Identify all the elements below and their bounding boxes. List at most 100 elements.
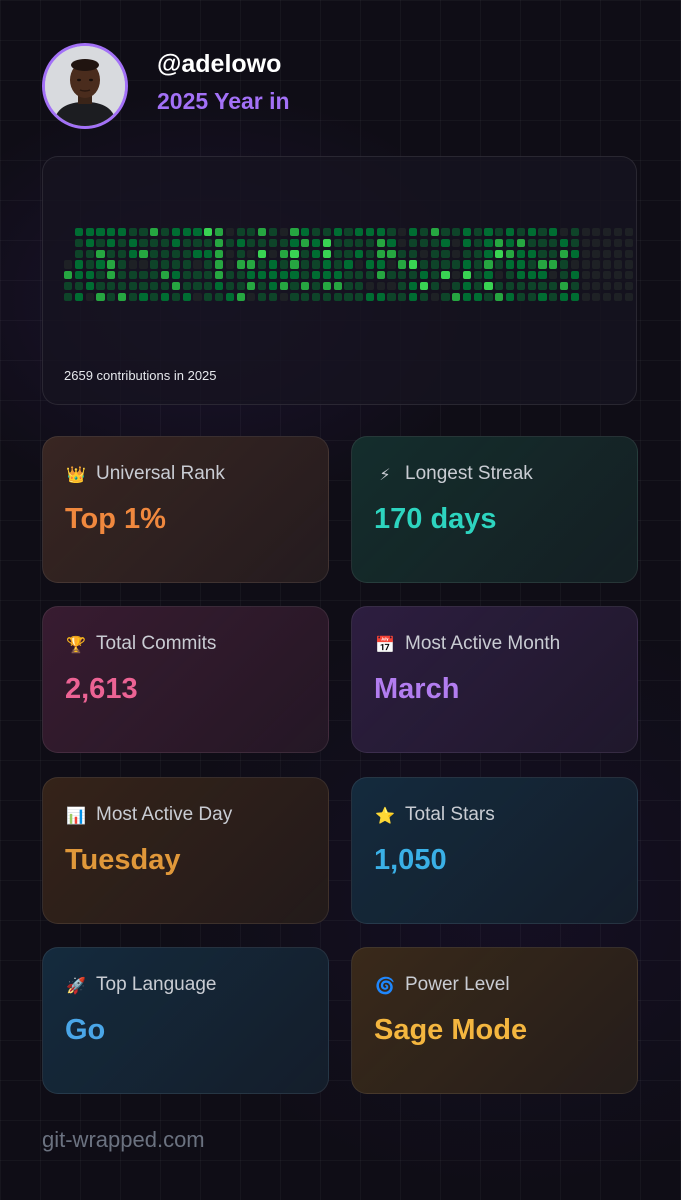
contribution-day bbox=[117, 281, 127, 291]
contribution-day bbox=[592, 260, 601, 269]
profile-header: @adelowo 2025 Year in bbox=[42, 43, 290, 129]
contribution-day bbox=[64, 292, 73, 301]
contribution-day bbox=[236, 228, 245, 237]
contribution-day bbox=[214, 249, 224, 258]
contribution-week bbox=[85, 228, 94, 301]
contribution-day bbox=[290, 281, 299, 291]
contribution-day bbox=[258, 271, 267, 280]
contribution-week bbox=[311, 228, 321, 301]
contribution-day bbox=[74, 260, 83, 269]
contribution-week bbox=[214, 228, 224, 301]
contribution-day bbox=[225, 292, 234, 301]
contribution-day bbox=[107, 228, 116, 237]
contribution-day bbox=[462, 260, 472, 269]
contribution-day bbox=[376, 292, 385, 301]
contribution-day bbox=[624, 238, 633, 247]
contribution-week bbox=[333, 228, 342, 301]
contribution-day bbox=[624, 249, 633, 258]
contribution-day bbox=[225, 281, 234, 291]
contribution-day bbox=[462, 292, 472, 301]
contribution-day bbox=[214, 292, 224, 301]
contribution-day bbox=[527, 249, 536, 258]
contribution-day bbox=[247, 271, 256, 280]
stat-title: 📊 Most Active Day bbox=[65, 804, 232, 826]
contribution-day bbox=[333, 292, 342, 301]
contribution-day bbox=[107, 238, 116, 247]
contribution-day bbox=[333, 281, 342, 291]
contribution-day bbox=[473, 260, 482, 269]
contribution-day bbox=[452, 228, 461, 237]
contribution-day bbox=[538, 260, 547, 269]
contribution-day bbox=[365, 249, 375, 258]
contribution-day bbox=[570, 292, 579, 301]
contribution-day bbox=[473, 271, 482, 280]
contribution-day bbox=[161, 292, 170, 301]
contribution-day bbox=[236, 249, 245, 258]
contribution-day bbox=[592, 271, 601, 280]
contribution-day bbox=[538, 249, 547, 258]
contribution-day bbox=[161, 260, 170, 269]
contribution-week bbox=[161, 228, 170, 301]
avatar-portrait-icon bbox=[45, 46, 125, 126]
stat-title: 👑 Universal Rank bbox=[65, 463, 225, 485]
contribution-day bbox=[559, 271, 569, 280]
contribution-day bbox=[171, 281, 180, 291]
contribution-day bbox=[150, 249, 159, 258]
contribution-day bbox=[484, 238, 493, 247]
stat-label: Most Active Day bbox=[96, 804, 233, 825]
contribution-day bbox=[527, 292, 536, 301]
contribution-day bbox=[430, 249, 439, 258]
contribution-day bbox=[74, 271, 83, 280]
contribution-day bbox=[193, 260, 202, 269]
stat-title: 🌀 Power Level bbox=[374, 974, 510, 996]
contribution-day bbox=[85, 292, 94, 301]
contribution-day bbox=[570, 271, 579, 280]
contribution-day bbox=[495, 271, 504, 280]
contribution-day bbox=[128, 271, 137, 280]
contribution-day bbox=[452, 260, 461, 269]
contribution-day bbox=[311, 260, 321, 269]
contribution-caption: 2659 contributions in 2025 bbox=[64, 368, 217, 383]
contribution-day bbox=[398, 281, 407, 291]
contribution-day bbox=[279, 292, 288, 301]
contribution-day bbox=[107, 281, 116, 291]
contribution-day bbox=[139, 228, 148, 237]
contribution-day bbox=[506, 271, 515, 280]
contribution-day bbox=[419, 228, 428, 237]
contribution-day bbox=[182, 292, 191, 301]
contribution-day bbox=[171, 249, 180, 258]
contribution-day bbox=[409, 238, 418, 247]
contribution-day bbox=[387, 292, 396, 301]
year-label: 2025 Year in bbox=[157, 88, 290, 114]
contribution-day bbox=[344, 260, 353, 269]
contribution-day bbox=[85, 271, 94, 280]
contribution-day bbox=[247, 228, 256, 237]
contribution-day bbox=[301, 260, 310, 269]
contribution-day bbox=[344, 228, 353, 237]
contribution-day bbox=[107, 292, 116, 301]
contribution-day bbox=[279, 238, 288, 247]
contribution-day bbox=[236, 281, 245, 291]
contribution-day bbox=[549, 249, 558, 258]
contribution-week bbox=[398, 228, 407, 301]
contribution-day bbox=[398, 271, 407, 280]
contribution-day bbox=[581, 238, 590, 247]
contribution-day bbox=[581, 281, 590, 291]
contribution-day bbox=[225, 260, 234, 269]
stat-label: Total Stars bbox=[405, 804, 495, 825]
contribution-day bbox=[96, 228, 105, 237]
star-icon: ⭐ bbox=[375, 805, 395, 825]
contribution-day bbox=[225, 271, 234, 280]
contribution-week bbox=[592, 228, 601, 301]
contribution-week bbox=[559, 228, 569, 301]
contribution-day bbox=[322, 292, 331, 301]
contribution-day bbox=[301, 228, 310, 237]
contribution-day bbox=[473, 228, 482, 237]
contribution-day bbox=[182, 249, 191, 258]
trophy-icon: 🏆 bbox=[66, 634, 86, 654]
stat-card-universal-rank: 👑 Universal Rank Top 1% bbox=[42, 436, 329, 583]
contribution-day bbox=[301, 249, 310, 258]
contribution-week bbox=[506, 228, 515, 301]
contribution-day bbox=[117, 238, 127, 247]
contribution-day bbox=[171, 271, 180, 280]
